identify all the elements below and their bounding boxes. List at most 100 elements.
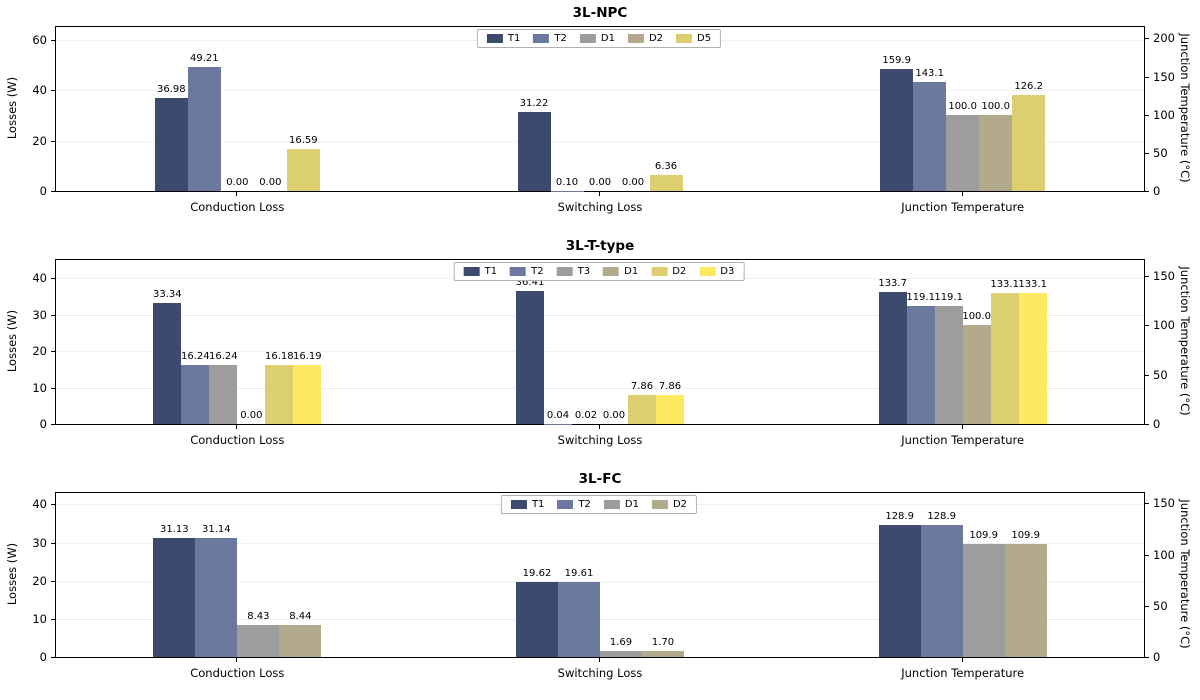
bar-value-label: 0.10: [555, 176, 579, 188]
legend-label: D3: [720, 266, 735, 277]
y-axis-tick-left: 40: [32, 83, 47, 98]
bar-value-label: 0.00: [259, 177, 282, 188]
bar-t1-switching-loss: [516, 582, 558, 657]
bar-value-label: 0.04: [546, 409, 570, 421]
legend: T1 T2 T3 D1 D2 D3: [453, 262, 745, 281]
bar-d5-switching-loss: [649, 174, 683, 191]
bar-value-label: 36.41: [515, 277, 545, 289]
legend-item-d2: D2: [651, 499, 687, 510]
bar-value-label: 31.14: [202, 524, 231, 536]
bar-t1-switching-loss: [517, 112, 551, 191]
bar-t1-switching-loss: [516, 291, 544, 424]
bar-value-label: 7.86: [658, 381, 682, 393]
y-axis-tick-left: 0: [39, 650, 47, 664]
y-tick-mark-right: [1145, 275, 1149, 277]
chart-panel-3l-fc: 3L-FC Losses (W) Junction Temperature (°…: [0, 466, 1200, 699]
bar-value-label: 143.1: [915, 67, 944, 79]
bar-value-label: 1.70: [651, 636, 675, 648]
bar-value-label: 0.00: [588, 177, 612, 188]
bar-t3-junction-temperature: [934, 306, 963, 424]
bar-value-label: 109.9: [969, 530, 998, 542]
x-tick-mark: [599, 658, 600, 662]
legend: T1 T2 D1 D2 D5: [476, 29, 722, 48]
x-tick-mark: [961, 658, 963, 662]
y-tick-mark-right: [1145, 424, 1149, 425]
bar-t1-conduction-loss: [153, 538, 196, 657]
bar-value-label: 119.1: [906, 292, 935, 304]
legend-swatch-t3: [556, 267, 573, 276]
legend-item-t1: T1: [510, 499, 544, 510]
bar-d3-conduction-loss: [293, 365, 322, 424]
y-tick-mark-right: [1145, 76, 1149, 78]
bar-d2-switching-loss: [628, 395, 656, 424]
bar-value-label: 33.34: [153, 288, 182, 300]
y-tick-mark-left: [51, 542, 55, 544]
y-axis-tick-right: 150: [1153, 69, 1175, 84]
bar-value-label: 8.44: [289, 610, 312, 622]
bar-t1-conduction-loss: [154, 97, 188, 191]
gridline: [56, 387, 1144, 389]
y-axis-tick-left: 10: [32, 611, 47, 626]
bar-value-label: 100.0: [962, 311, 991, 323]
bar-value-label: 133.7: [878, 277, 907, 289]
bar-value-label: 0.02: [574, 409, 598, 421]
bar-t2-switching-loss: [558, 582, 600, 657]
bar-t1-conduction-loss: [153, 302, 182, 424]
x-axis-category-label: Switching Loss: [557, 666, 643, 680]
y-axis-tick-left: 60: [32, 32, 47, 47]
y-axis-tick-right: 0: [1153, 184, 1161, 198]
legend-swatch-d2: [627, 34, 644, 43]
y-tick-mark-right: [1145, 38, 1149, 40]
bar-value-label: 19.62: [522, 568, 552, 580]
legend-label: T2: [531, 266, 544, 277]
legend-label: D1: [600, 33, 615, 44]
bar-d1-switching-loss: [600, 650, 642, 657]
x-axis-category-label: Switching Loss: [557, 433, 643, 447]
legend-label: D2: [672, 266, 687, 277]
y-tick-mark-right: [1145, 152, 1149, 154]
y-tick-mark-right: [1145, 325, 1149, 327]
x-axis-category-label: Conduction Loss: [190, 200, 285, 214]
chart-title: 3L-FC: [578, 471, 622, 487]
legend-item-t3: T3: [556, 266, 590, 277]
plot-area: 31.13 31.14 8.43 8.44 19.62 19.61 1.69 1.70 128.…: [55, 492, 1145, 658]
y-axis-tick-right: 50: [1153, 145, 1168, 160]
y-tick-mark-left: [51, 504, 55, 506]
bar-d1-junction-temperature: [962, 544, 1005, 657]
legend-swatch-d2: [651, 267, 668, 276]
x-axis-category-label: Switching Loss: [557, 200, 643, 214]
y-tick-mark-left: [51, 90, 55, 92]
bar-value-label: 16.19: [293, 351, 322, 362]
x-tick-mark: [236, 658, 238, 662]
y-tick-mark-left: [51, 657, 55, 658]
y-tick-mark-left: [51, 580, 55, 582]
legend-item-t1: T1: [463, 266, 497, 277]
x-axis-category-label: Junction Temperature: [901, 433, 1025, 447]
chart-panel-3l-npc: 3L-NPC Losses (W) Junction Temperature (…: [0, 0, 1200, 233]
bar-value-label: 109.9: [1011, 530, 1040, 542]
bar-value-label: 159.9: [882, 55, 911, 67]
legend-swatch-t1: [486, 34, 503, 43]
plot-area: 33.34 16.24 16.24 0.00 16.18 16.19 36.41 0.04 0.…: [55, 259, 1145, 425]
legend-item-d3: D3: [699, 266, 734, 277]
legend-label: T2: [578, 499, 591, 510]
chart-panel-3l-t-type: 3L-T-type Losses (W) Junction Temperatur…: [0, 233, 1200, 466]
y-axis-tick-right: 0: [1153, 650, 1161, 664]
y-tick-mark-right: [1145, 374, 1149, 376]
bar-value-label: 36.98: [157, 83, 186, 95]
y-axis-tick-right: 100: [1153, 547, 1175, 562]
bar-d3-switching-loss: [656, 395, 684, 424]
legend-label: D2: [648, 33, 664, 44]
gridline: [56, 618, 1144, 620]
bar-value-label: 126.2: [1014, 80, 1043, 92]
x-tick-mark: [236, 192, 238, 196]
legend-swatch-t2: [533, 34, 550, 43]
bar-value-label: 1.69: [609, 636, 633, 648]
bar-value-label: 0.00: [240, 410, 263, 421]
legend-swatch-t2: [510, 267, 527, 276]
y-tick-mark-left: [51, 140, 55, 142]
bar-value-label: 0.00: [226, 177, 249, 188]
bar-value-label: 0.00: [602, 410, 626, 421]
y-axis-tick-right: 100: [1153, 318, 1175, 333]
bar-value-label: 16.18: [265, 351, 294, 363]
